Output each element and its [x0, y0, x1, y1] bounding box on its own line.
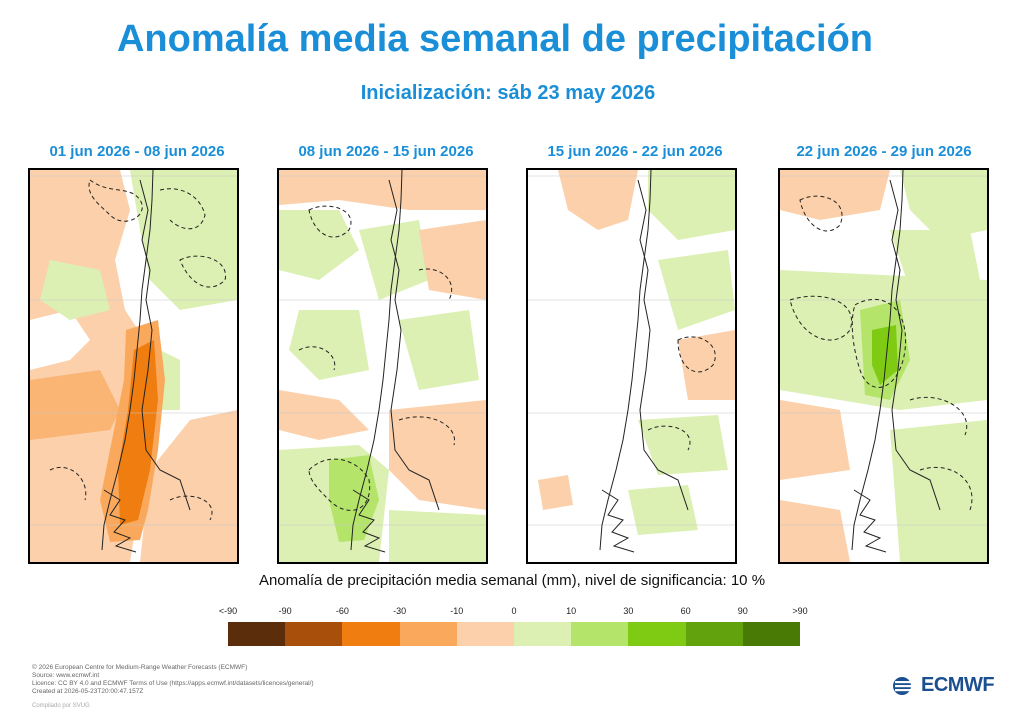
map-panel-4	[778, 168, 989, 564]
legend-label: -90	[278, 606, 292, 616]
graticule-lines	[780, 175, 987, 526]
legend-label: 30	[623, 606, 634, 616]
legend-label: 90	[737, 606, 748, 616]
copyright-footer: © 2026 European Centre for Medium-Range …	[32, 664, 314, 696]
legend-swatch	[228, 622, 286, 646]
significance-contours	[789, 195, 973, 511]
footer-line: Created at 2026-05-23T20:00:47.157Z	[32, 688, 144, 695]
legend-swatch	[456, 622, 515, 646]
legend-label: -60	[335, 606, 349, 616]
map-caption: Anomalía de precipitación media semanal …	[258, 572, 766, 589]
graticule-lines	[528, 175, 735, 526]
panel-2-date-range: 08 jun 2026 - 15 jun 2026	[298, 143, 474, 160]
legend-label: >90	[792, 606, 808, 616]
ecmwf-logo-icon	[893, 676, 913, 695]
legend-label: -30	[393, 606, 407, 616]
footer-line: © 2026 European Centre for Medium-Range …	[32, 664, 248, 671]
footer-credit: Compilado por SVUG	[32, 703, 90, 709]
significance-contours	[49, 179, 226, 521]
map-panel-2	[277, 168, 488, 564]
significance-contours	[647, 336, 716, 451]
legend-label: -10	[450, 606, 464, 616]
legend-swatch	[399, 622, 457, 646]
legend-label: 60	[680, 606, 691, 616]
legend-label: 0	[511, 606, 517, 616]
legend-labels: <-90 -90 -60 -30 -10 0 10 30 60 90 >90	[219, 606, 808, 618]
anomaly-shading	[538, 170, 735, 535]
panel-3-date-range: 15 jun 2026 - 22 jun 2026	[547, 143, 723, 160]
panel-1-date-range: 01 jun 2026 - 08 jun 2026	[49, 143, 225, 160]
legend-swatch	[342, 622, 400, 646]
coastline-border	[851, 170, 941, 553]
legend-label: 10	[566, 606, 577, 616]
footer-line: Source: www.ecmwf.int	[32, 672, 100, 679]
ecmwf-logo-text: ECMWF	[921, 674, 995, 696]
map-panel-3	[526, 168, 737, 564]
anomaly-shading	[279, 170, 486, 562]
legend-swatch	[685, 622, 743, 646]
legend-swatch	[628, 622, 686, 646]
significance-contours	[298, 205, 455, 511]
page-title: Anomalía media semanal de precipitación	[116, 18, 874, 60]
legend-label: <-90	[218, 606, 238, 616]
graticule-lines	[279, 175, 486, 526]
coastline-border	[101, 170, 191, 553]
coastline-border	[599, 170, 689, 553]
anomaly-shading	[30, 170, 237, 562]
ecmwf-logo: ECMWF	[892, 674, 995, 697]
legend-color-bar	[228, 622, 801, 646]
initialization-date: Inicialización: sáb 23 may 2026	[360, 82, 656, 104]
legend-swatch	[571, 622, 629, 646]
legend-swatch	[514, 622, 572, 646]
coastline-border	[350, 170, 440, 553]
legend-swatch	[285, 622, 343, 646]
graticule-lines	[30, 175, 237, 526]
legend-swatch	[742, 622, 801, 646]
footer-line: Licence: CC BY 4.0 and ECMWF Terms of Us…	[32, 680, 314, 687]
map-panel-1	[28, 168, 239, 564]
anomaly-shading	[780, 170, 987, 562]
panel-4-date-range: 22 jun 2026 - 29 jun 2026	[796, 143, 972, 160]
